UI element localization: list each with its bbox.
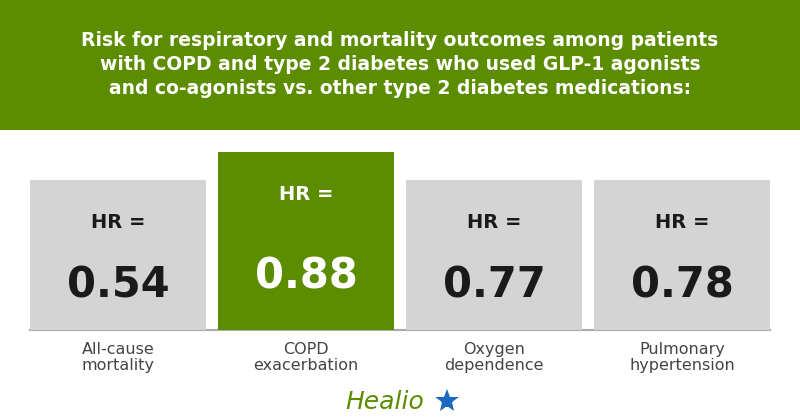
Text: HR =: HR = [90,213,146,231]
Text: 0.77: 0.77 [442,264,546,306]
Text: hypertension: hypertension [629,358,735,373]
Text: exacerbation: exacerbation [254,358,358,373]
Text: mortality: mortality [82,358,154,373]
Text: HR =: HR = [654,213,710,231]
Text: dependence: dependence [444,358,544,373]
Text: HR =: HR = [466,213,522,231]
Text: 0.78: 0.78 [630,264,734,306]
FancyBboxPatch shape [218,152,394,330]
FancyBboxPatch shape [594,180,770,330]
FancyBboxPatch shape [0,0,800,130]
Text: and co-agonists vs. other type 2 diabetes medications:: and co-agonists vs. other type 2 diabete… [109,79,691,99]
FancyBboxPatch shape [30,180,206,330]
Text: All-cause: All-cause [82,342,154,357]
Text: HR =: HR = [278,184,334,204]
Text: Pulmonary: Pulmonary [639,342,725,357]
Text: Oxygen: Oxygen [463,342,525,357]
Text: Healio: Healio [346,390,424,414]
Text: 0.54: 0.54 [66,264,170,306]
Text: Risk for respiratory and mortality outcomes among patients: Risk for respiratory and mortality outco… [82,32,718,50]
Text: COPD: COPD [283,342,329,357]
Text: 0.88: 0.88 [254,256,358,298]
Text: with COPD and type 2 diabetes who used GLP-1 agonists: with COPD and type 2 diabetes who used G… [100,55,700,74]
FancyBboxPatch shape [406,180,582,330]
